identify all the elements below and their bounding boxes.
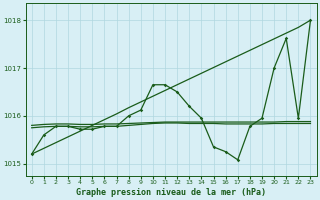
- X-axis label: Graphe pression niveau de la mer (hPa): Graphe pression niveau de la mer (hPa): [76, 188, 266, 197]
